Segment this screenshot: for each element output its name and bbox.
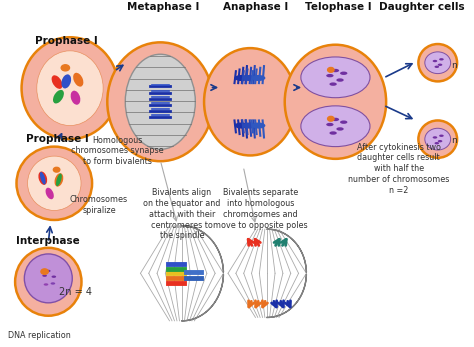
Ellipse shape xyxy=(73,73,83,87)
Ellipse shape xyxy=(326,123,334,126)
Text: n: n xyxy=(451,136,456,145)
Ellipse shape xyxy=(242,75,256,81)
Circle shape xyxy=(54,167,60,172)
Ellipse shape xyxy=(71,91,80,105)
Ellipse shape xyxy=(438,64,442,66)
Ellipse shape xyxy=(46,270,51,272)
Text: After cytokinesis two
daughter cells result
with half the
number of chromosomes
: After cytokinesis two daughter cells res… xyxy=(348,143,449,195)
Ellipse shape xyxy=(337,78,344,82)
Ellipse shape xyxy=(125,54,195,149)
Ellipse shape xyxy=(433,60,438,62)
Ellipse shape xyxy=(52,75,63,89)
Ellipse shape xyxy=(340,120,347,124)
Ellipse shape xyxy=(252,75,265,81)
Circle shape xyxy=(41,269,48,274)
Ellipse shape xyxy=(252,122,265,129)
Ellipse shape xyxy=(53,90,64,103)
Text: Prophase I: Prophase I xyxy=(36,36,98,46)
Ellipse shape xyxy=(329,83,337,86)
Ellipse shape xyxy=(425,52,451,74)
Text: Bivalents separate
into homologous
chromosomes and
move to opposite poles: Bivalents separate into homologous chrom… xyxy=(213,188,308,230)
Text: Anaphase I: Anaphase I xyxy=(223,2,288,12)
Text: Daughter cells: Daughter cells xyxy=(379,2,465,12)
Ellipse shape xyxy=(56,174,62,186)
Ellipse shape xyxy=(337,127,344,131)
Text: Metaphase I: Metaphase I xyxy=(128,2,200,12)
Ellipse shape xyxy=(24,254,72,303)
Ellipse shape xyxy=(22,37,119,139)
Ellipse shape xyxy=(435,142,439,144)
Text: Homologous
chromosomes synapse
to form bivalents: Homologous chromosomes synapse to form b… xyxy=(71,136,164,166)
Ellipse shape xyxy=(329,131,337,135)
Ellipse shape xyxy=(40,172,46,185)
Ellipse shape xyxy=(433,136,438,139)
Ellipse shape xyxy=(42,274,47,277)
Ellipse shape xyxy=(435,66,439,68)
Ellipse shape xyxy=(301,106,370,147)
Text: Telophase I: Telophase I xyxy=(305,2,372,12)
Circle shape xyxy=(328,67,334,72)
Ellipse shape xyxy=(326,74,334,77)
Ellipse shape xyxy=(37,51,103,126)
Text: Chromosomes
spiralize: Chromosomes spiralize xyxy=(70,195,128,215)
Ellipse shape xyxy=(51,282,55,285)
Ellipse shape xyxy=(301,57,370,98)
Ellipse shape xyxy=(419,120,457,158)
Text: n: n xyxy=(451,61,456,70)
Ellipse shape xyxy=(17,147,92,220)
Ellipse shape xyxy=(332,118,339,121)
Ellipse shape xyxy=(439,58,444,60)
Ellipse shape xyxy=(235,75,248,81)
Ellipse shape xyxy=(38,171,47,185)
Ellipse shape xyxy=(55,173,64,187)
Ellipse shape xyxy=(52,276,56,278)
Ellipse shape xyxy=(340,71,347,75)
Ellipse shape xyxy=(27,156,81,211)
Ellipse shape xyxy=(332,69,339,72)
Text: Bivalents align
on the equator and
attach with their
centromeres to
the spindle: Bivalents align on the equator and attac… xyxy=(143,188,220,240)
Text: Interphase: Interphase xyxy=(17,236,80,246)
Text: Prophase I: Prophase I xyxy=(26,134,89,144)
Circle shape xyxy=(328,116,334,121)
Ellipse shape xyxy=(204,48,296,155)
Ellipse shape xyxy=(62,74,71,88)
Ellipse shape xyxy=(438,140,442,142)
Ellipse shape xyxy=(107,42,213,161)
Ellipse shape xyxy=(419,44,457,82)
Ellipse shape xyxy=(46,188,54,199)
Ellipse shape xyxy=(439,135,444,137)
Circle shape xyxy=(61,65,70,71)
Text: DNA replication: DNA replication xyxy=(8,331,71,340)
Ellipse shape xyxy=(15,248,82,316)
Ellipse shape xyxy=(235,122,248,129)
Ellipse shape xyxy=(242,122,256,129)
Text: 2n = 4: 2n = 4 xyxy=(59,287,92,297)
Ellipse shape xyxy=(44,283,48,286)
Ellipse shape xyxy=(285,45,386,159)
Ellipse shape xyxy=(425,128,451,150)
